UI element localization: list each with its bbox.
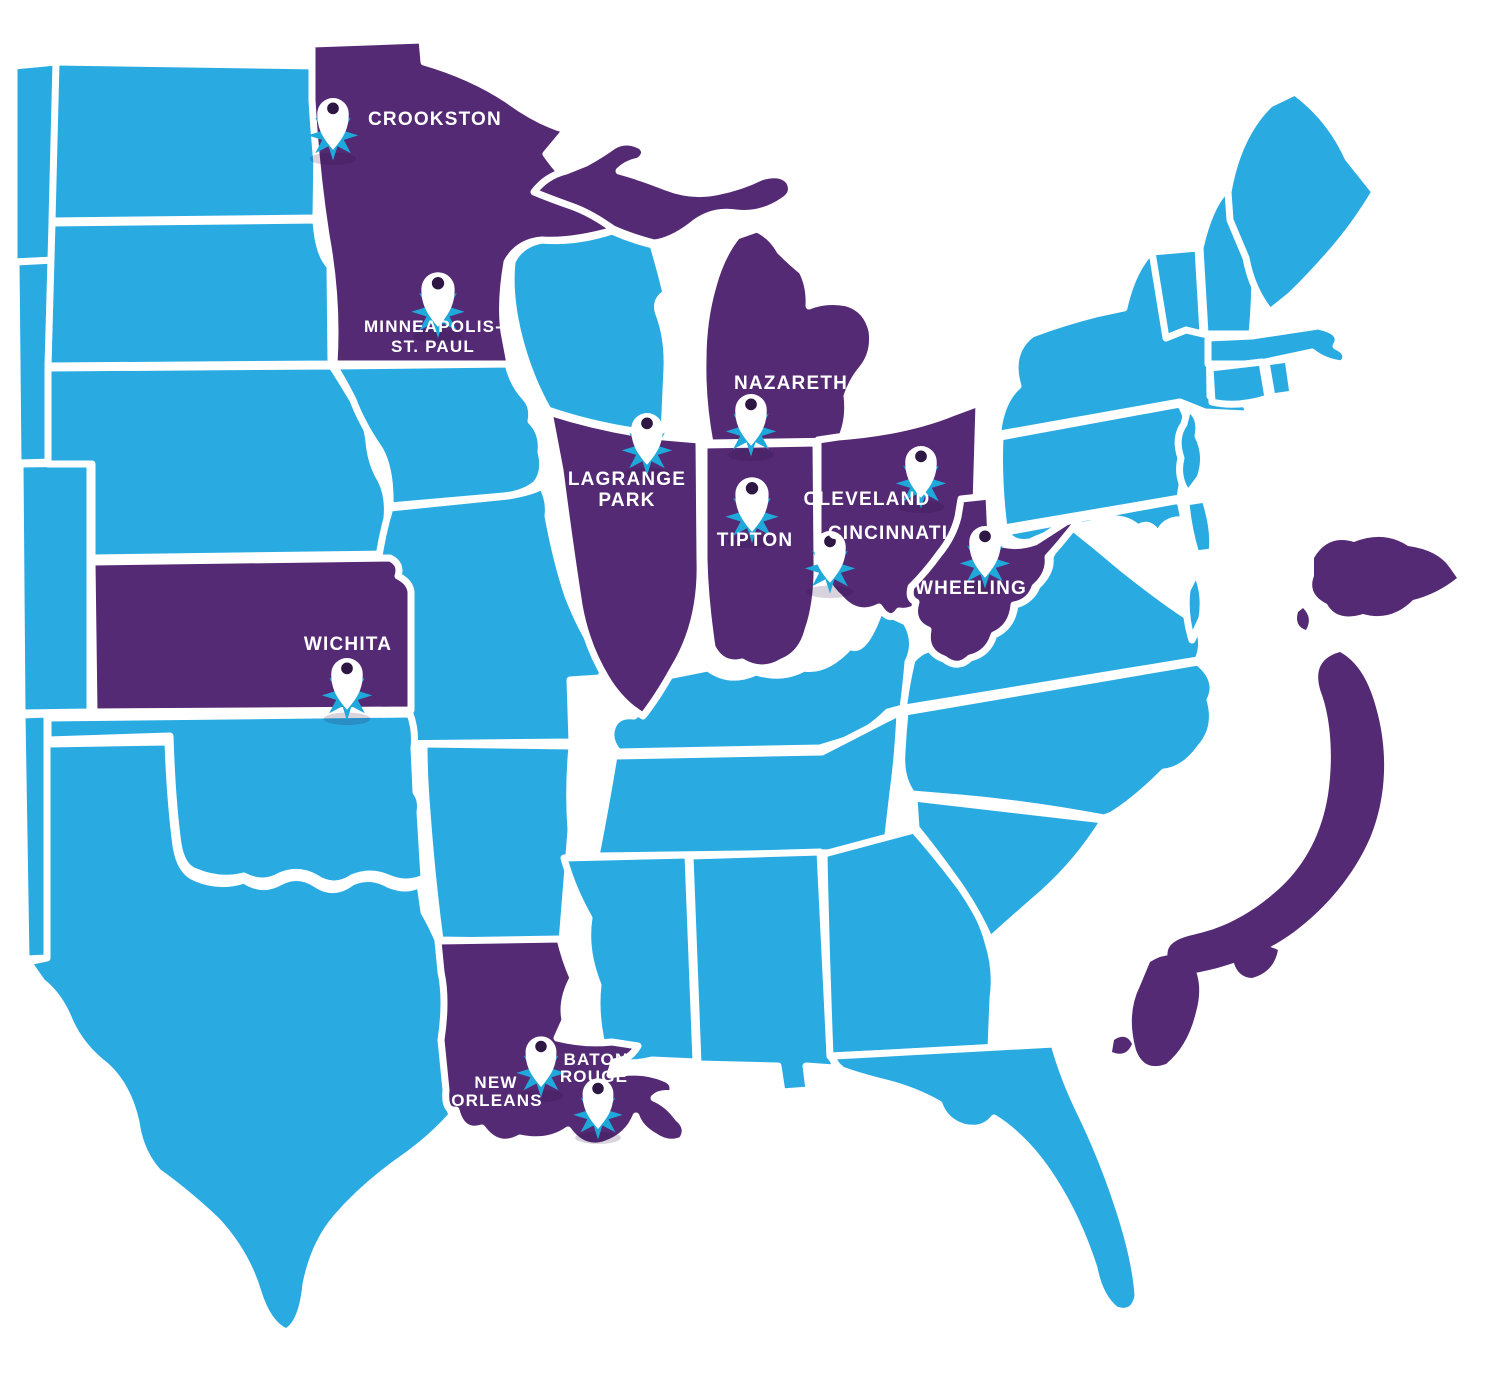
state-vermont [1148, 244, 1207, 342]
state-michigan [699, 225, 876, 447]
japan-honshu [1167, 652, 1385, 974]
label-minneapolis-line2: ST. PAUL [391, 337, 475, 356]
japan-shikoku [1232, 945, 1278, 978]
state-south-carolina [910, 794, 1108, 944]
state-rhode-island [1262, 355, 1297, 401]
state-wisconsin [507, 227, 671, 439]
label-baton-rouge-line1: BATON [564, 1050, 629, 1069]
label-lagrange-line1: LAGRANGE [568, 469, 686, 490]
label-tipton: TIPTON [717, 530, 794, 551]
label-new-orleans-line2: ORLEANS [451, 1091, 543, 1110]
label-cleveland: CLEVELAND [804, 489, 931, 510]
highlighted-states [88, 36, 1085, 1150]
state-colorado-sliver [16, 459, 94, 717]
state-alabama [686, 848, 838, 1096]
state-illinois [545, 408, 704, 720]
label-nazareth: NAZARETH [734, 373, 848, 394]
label-new-orleans-line1: NEW [474, 1073, 517, 1092]
label-baton-rouge-line2: ROUGE [560, 1067, 628, 1086]
state-mississippi [560, 851, 700, 1067]
state-delaware [1182, 495, 1217, 558]
location-labels: CROOKSTON MINNEAPOLIS- ST. PAUL NAZARETH… [304, 109, 1027, 1110]
japan-hokkaido-tail [1297, 608, 1309, 630]
label-lagrange-line2: PARK [598, 490, 655, 511]
japan-islet [1112, 1036, 1132, 1054]
label-wichita: WICHITA [304, 634, 392, 655]
state-iowa [330, 360, 547, 510]
label-cincinnati: CINCINNATI [828, 523, 948, 544]
state-massachusetts [1204, 322, 1350, 368]
state-maine [1224, 88, 1379, 316]
state-arkansas [420, 740, 576, 946]
state-new-mexico-sliver [18, 710, 51, 963]
japan-islands [1112, 536, 1457, 1067]
state-virginia-eastern-shore [1182, 568, 1207, 644]
japan-hokkaido [1312, 536, 1457, 617]
state-north-dakota [48, 58, 322, 225]
state-new-jersey [1174, 404, 1207, 498]
state-nebraska [44, 362, 391, 562]
state-minnesota [308, 36, 618, 368]
state-texas [24, 738, 456, 1336]
state-north-carolina [898, 658, 1217, 822]
state-connecticut [1206, 358, 1272, 408]
label-minneapolis-line1: MINNEAPOLIS- [364, 317, 502, 336]
state-louisiana [434, 935, 689, 1150]
label-wheeling: WHEELING [915, 578, 1027, 599]
state-kansas [88, 554, 415, 716]
state-south-dakota [44, 216, 335, 370]
default-states [10, 58, 1379, 1336]
state-west-virginia [906, 492, 1085, 668]
state-michigan-upper-peninsula [530, 138, 795, 247]
state-indiana [700, 439, 821, 672]
state-florida [830, 1040, 1142, 1315]
label-crookston: CROOKSTON [368, 109, 502, 130]
japan-kyushu [1131, 955, 1200, 1067]
